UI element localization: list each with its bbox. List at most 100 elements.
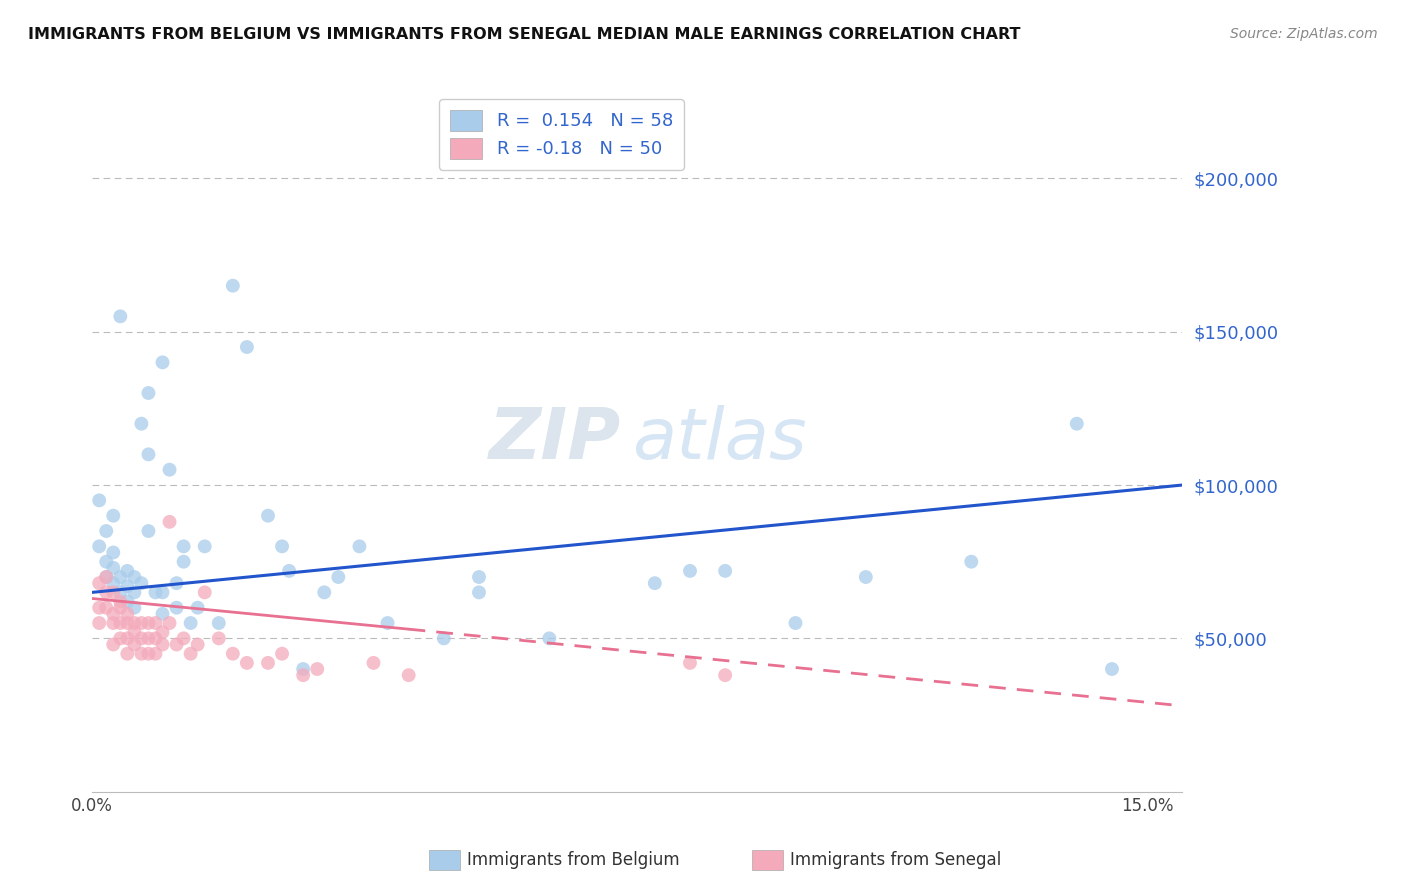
Point — [292, 668, 315, 682]
Point — [644, 576, 666, 591]
Point — [328, 570, 350, 584]
Text: Source: ZipAtlas.com: Source: ZipAtlas.com — [1230, 27, 1378, 41]
Point — [222, 278, 245, 293]
Point — [117, 594, 139, 608]
Point — [679, 656, 702, 670]
Point — [377, 615, 399, 630]
Point — [855, 570, 877, 584]
Point — [180, 615, 202, 630]
Point — [222, 647, 245, 661]
Point — [89, 493, 111, 508]
Point — [180, 647, 202, 661]
Point — [173, 540, 195, 554]
Point — [131, 417, 153, 431]
Legend: R =  0.154   N = 58, R = -0.18   N = 50: R = 0.154 N = 58, R = -0.18 N = 50 — [439, 99, 683, 169]
Point — [138, 386, 160, 401]
Point — [679, 564, 702, 578]
Point — [110, 600, 132, 615]
Point — [110, 570, 132, 584]
Point — [785, 615, 807, 630]
Point — [173, 632, 195, 646]
Point — [714, 668, 737, 682]
Point — [152, 585, 174, 599]
Point — [145, 647, 167, 661]
Point — [278, 564, 301, 578]
Text: Immigrants from Belgium: Immigrants from Belgium — [467, 851, 679, 869]
Point — [152, 355, 174, 369]
Point — [96, 600, 118, 615]
Point — [138, 447, 160, 461]
Point — [117, 579, 139, 593]
Point — [1066, 417, 1088, 431]
Point — [236, 656, 259, 670]
Point — [208, 615, 231, 630]
Point — [89, 540, 111, 554]
Point — [89, 576, 111, 591]
Point — [145, 632, 167, 646]
Point — [110, 310, 132, 324]
Point — [714, 564, 737, 578]
Point — [124, 600, 146, 615]
Point — [117, 615, 139, 630]
Point — [124, 570, 146, 584]
Point — [271, 540, 294, 554]
Point — [187, 600, 209, 615]
Point — [103, 585, 125, 599]
Point — [538, 632, 561, 646]
Point — [173, 555, 195, 569]
Point — [960, 555, 983, 569]
Point — [398, 668, 420, 682]
Point — [271, 647, 294, 661]
Text: atlas: atlas — [631, 405, 807, 474]
Point — [103, 545, 125, 559]
Point — [89, 600, 111, 615]
Point — [103, 638, 125, 652]
Point — [166, 576, 188, 591]
Point — [96, 524, 118, 538]
Point — [117, 607, 139, 621]
Point — [194, 585, 217, 599]
Point — [110, 632, 132, 646]
Point — [145, 615, 167, 630]
Point — [468, 570, 491, 584]
Point — [208, 632, 231, 646]
Point — [138, 615, 160, 630]
Point — [257, 508, 280, 523]
Point — [117, 632, 139, 646]
Point — [96, 555, 118, 569]
Point — [110, 594, 132, 608]
Point — [138, 524, 160, 538]
Point — [349, 540, 371, 554]
Point — [236, 340, 259, 354]
Point — [124, 585, 146, 599]
Text: IMMIGRANTS FROM BELGIUM VS IMMIGRANTS FROM SENEGAL MEDIAN MALE EARNINGS CORRELAT: IMMIGRANTS FROM BELGIUM VS IMMIGRANTS FR… — [28, 27, 1021, 42]
Point — [307, 662, 329, 676]
Text: Immigrants from Senegal: Immigrants from Senegal — [790, 851, 1001, 869]
Point — [433, 632, 456, 646]
Point — [138, 632, 160, 646]
Point — [159, 615, 181, 630]
Point — [131, 576, 153, 591]
Point — [152, 607, 174, 621]
Point — [131, 632, 153, 646]
Point — [292, 662, 315, 676]
Point — [103, 576, 125, 591]
Text: ZIP: ZIP — [489, 405, 621, 474]
Point — [131, 615, 153, 630]
Point — [152, 638, 174, 652]
Point — [124, 615, 146, 630]
Point — [159, 515, 181, 529]
Point — [103, 607, 125, 621]
Point — [166, 600, 188, 615]
Point — [152, 625, 174, 640]
Point — [103, 615, 125, 630]
Point — [96, 570, 118, 584]
Point — [468, 585, 491, 599]
Point — [110, 615, 132, 630]
Point — [96, 570, 118, 584]
Point — [145, 585, 167, 599]
Point — [187, 638, 209, 652]
Point — [194, 540, 217, 554]
Point — [1101, 662, 1123, 676]
Point — [257, 656, 280, 670]
